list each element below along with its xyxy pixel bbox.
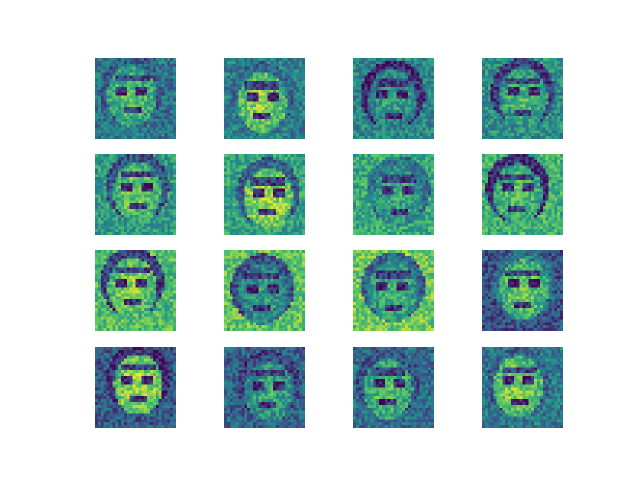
face-tile xyxy=(353,154,434,235)
face-tile xyxy=(95,58,176,139)
face-image xyxy=(224,58,305,139)
face-image xyxy=(95,347,176,428)
face-tile xyxy=(482,154,563,235)
face-image xyxy=(353,154,434,235)
face-tile xyxy=(224,250,305,331)
face-image xyxy=(95,58,176,139)
face-image xyxy=(353,347,434,428)
face-tile xyxy=(353,250,434,331)
face-image xyxy=(482,347,563,428)
face-tile xyxy=(95,347,176,428)
face-image xyxy=(353,250,434,331)
face-image xyxy=(95,250,176,331)
face-image xyxy=(482,154,563,235)
face-tile xyxy=(224,347,305,428)
face-image xyxy=(482,250,563,331)
face-tile xyxy=(353,347,434,428)
face-tile xyxy=(95,250,176,331)
face-image xyxy=(353,58,434,139)
face-tile xyxy=(353,58,434,139)
face-image xyxy=(482,58,563,139)
face-tile xyxy=(224,154,305,235)
face-tile xyxy=(482,58,563,139)
face-tile xyxy=(224,58,305,139)
face-image xyxy=(224,250,305,331)
face-image xyxy=(95,154,176,235)
face-tile xyxy=(482,250,563,331)
face-image xyxy=(224,347,305,428)
face-tile xyxy=(95,154,176,235)
face-image xyxy=(224,154,305,235)
face-tile xyxy=(482,347,563,428)
